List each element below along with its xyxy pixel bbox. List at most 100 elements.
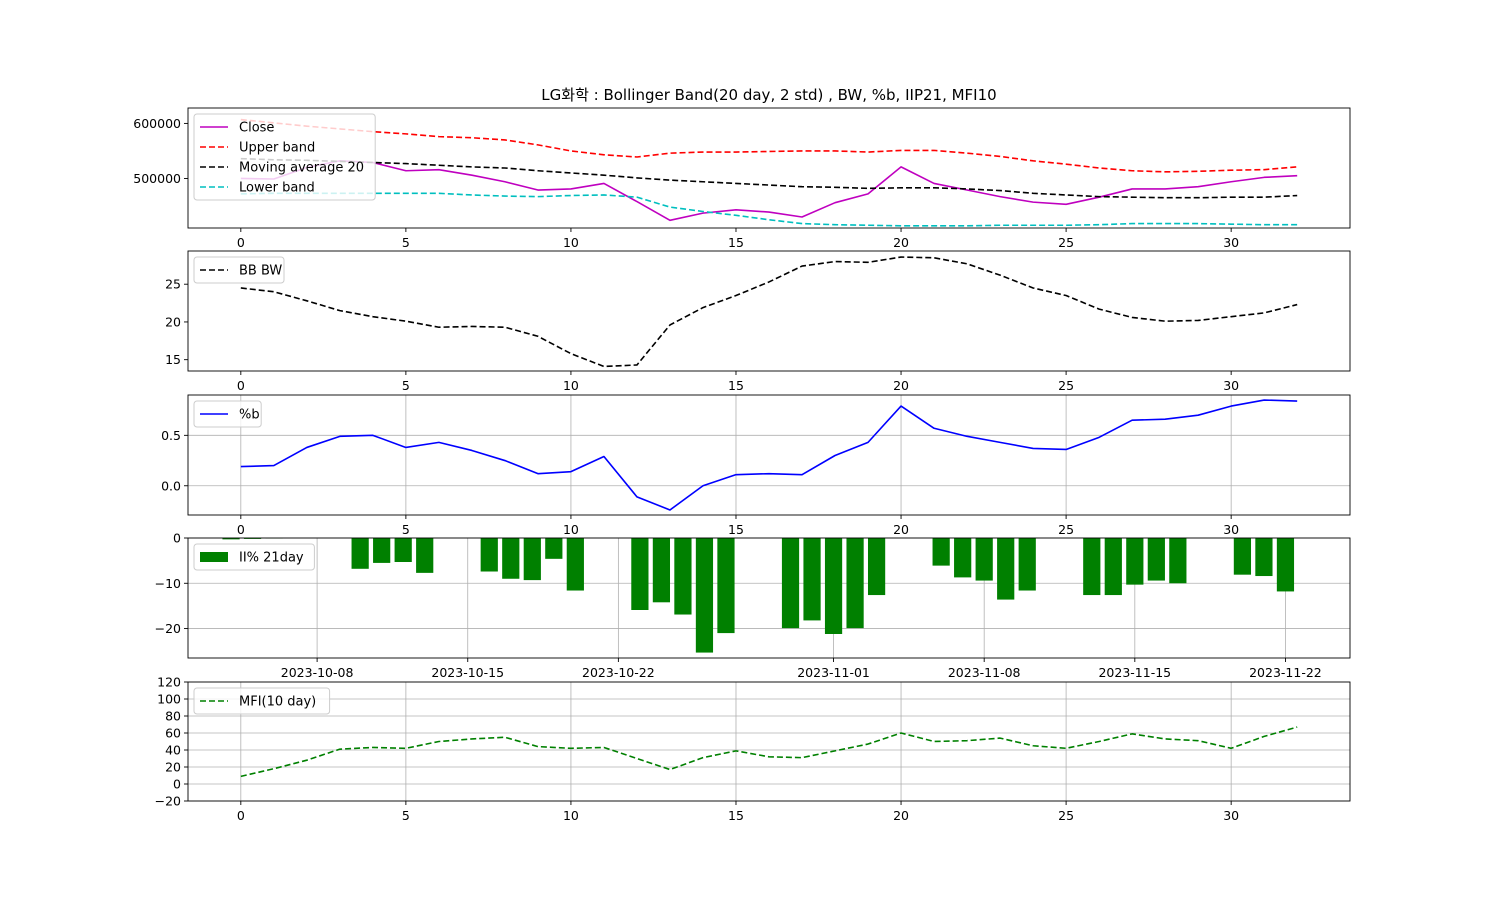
panel-bandwidth: 0 5 10 15 20 25 30 15 20 25 BB BW bbox=[165, 250, 1351, 393]
x-tick-label: 15 bbox=[728, 378, 744, 393]
series-layer bbox=[240, 118, 1298, 227]
panel-mfi: 0 5 10 15 20 25 30 −20 0 20 40 60 80 100 120 MFI(10 day… bbox=[155, 675, 1351, 823]
x-tick-label: 2023-10-08 bbox=[281, 665, 354, 680]
y-axis: 0.0 0.5 bbox=[161, 428, 188, 493]
series-line-mfi bbox=[240, 726, 1298, 778]
y-tick-label: 20 bbox=[165, 314, 181, 329]
y-tick-label: 25 bbox=[165, 277, 181, 292]
x-tick-label: 5 bbox=[402, 522, 410, 537]
x-tick-label: 2023-10-22 bbox=[582, 665, 655, 680]
x-tick-label: 30 bbox=[1223, 808, 1239, 823]
bar bbox=[1147, 538, 1165, 581]
series-layer bbox=[240, 399, 1298, 511]
x-tick-label: 0 bbox=[237, 235, 245, 250]
y-axis: 500000 600000 bbox=[133, 116, 188, 186]
x-tick-label: 5 bbox=[402, 378, 410, 393]
x-tick-label: 15 bbox=[728, 235, 744, 250]
bar bbox=[867, 538, 886, 596]
bar bbox=[997, 538, 1015, 600]
y-tick-label: 500000 bbox=[133, 171, 181, 186]
y-axis: −20 −10 0 bbox=[155, 531, 188, 636]
x-tick-label: 25 bbox=[1058, 235, 1074, 250]
legend: %b bbox=[193, 400, 262, 428]
y-tick-label: 60 bbox=[165, 726, 181, 741]
panel-percent_b: 0 5 10 15 20 25 30 0.0 0.5 %b bbox=[161, 394, 1351, 537]
bar bbox=[1018, 538, 1036, 591]
bar bbox=[1233, 538, 1252, 575]
bar bbox=[545, 538, 563, 559]
legend-frame bbox=[193, 113, 376, 201]
legend-label: BB BW bbox=[239, 264, 282, 279]
x-axis: 0 5 10 15 20 25 30 bbox=[237, 371, 1239, 393]
bar bbox=[243, 538, 262, 539]
y-tick-label: 20 bbox=[165, 760, 181, 775]
x-tick-label: 0 bbox=[237, 522, 245, 537]
bar bbox=[373, 538, 391, 563]
panel-price: 0 5 10 15 20 25 30 500000 600000 Close Upper band M… bbox=[133, 107, 1351, 250]
y-axis: 15 20 25 bbox=[165, 277, 188, 367]
y-tick-label: 40 bbox=[165, 743, 181, 758]
bar bbox=[932, 538, 950, 566]
bar bbox=[695, 538, 714, 653]
legend: BB BW bbox=[193, 256, 285, 284]
y-tick-label: 600000 bbox=[133, 116, 181, 131]
y-tick-label: −20 bbox=[155, 621, 181, 636]
x-tick-label: 2023-11-15 bbox=[1098, 665, 1171, 680]
y-tick-label: 0 bbox=[173, 531, 181, 546]
bar bbox=[631, 538, 649, 610]
y-axis: −20 0 20 40 60 80 100 120 bbox=[155, 675, 188, 809]
x-tick-label: 20 bbox=[893, 522, 909, 537]
x-tick-label: 30 bbox=[1223, 522, 1239, 537]
bar bbox=[523, 538, 541, 581]
grid-lines bbox=[188, 681, 1350, 802]
legend: Close Upper band Moving average 20 Lower ba… bbox=[193, 113, 376, 201]
chart-title: LG화학 : Bollinger Band(20 day, 2 std) , B… bbox=[541, 86, 996, 104]
bar bbox=[1126, 538, 1144, 585]
plot-frame bbox=[187, 107, 1351, 229]
x-tick-label: 10 bbox=[563, 522, 579, 537]
bar bbox=[975, 538, 993, 581]
x-tick-label: 20 bbox=[893, 808, 909, 823]
panel-iip21: 2023-10-08 2023-10-15 2023-10-22 2023-11-01… bbox=[155, 531, 1351, 680]
bar bbox=[1083, 538, 1101, 596]
bar bbox=[803, 538, 821, 621]
y-tick-label: 120 bbox=[157, 675, 181, 690]
legend-label: Lower band bbox=[239, 181, 315, 196]
x-tick-label: 15 bbox=[728, 522, 744, 537]
y-tick-label: 0.5 bbox=[161, 428, 181, 443]
x-tick-label: 30 bbox=[1223, 378, 1239, 393]
x-tick-label: 5 bbox=[402, 235, 410, 250]
bar bbox=[652, 538, 671, 603]
bar bbox=[824, 538, 843, 634]
bar bbox=[1104, 538, 1122, 596]
y-tick-label: 0.0 bbox=[161, 478, 181, 493]
x-tick-label: 25 bbox=[1058, 522, 1074, 537]
legend-label: Moving average 20 bbox=[239, 161, 364, 176]
x-tick-label: 20 bbox=[893, 235, 909, 250]
y-tick-label: 0 bbox=[173, 777, 181, 792]
bar bbox=[351, 538, 369, 569]
series-line-bw bbox=[240, 256, 1298, 368]
bar bbox=[566, 538, 584, 591]
x-tick-label: 10 bbox=[563, 235, 579, 250]
x-tick-label: 20 bbox=[893, 378, 909, 393]
y-tick-label: 80 bbox=[165, 709, 181, 724]
plot-frame bbox=[187, 537, 1351, 659]
x-axis: 0 5 10 15 20 25 30 bbox=[237, 801, 1239, 823]
x-tick-label: 15 bbox=[728, 808, 744, 823]
x-tick-label: 25 bbox=[1058, 378, 1074, 393]
series-line-lower bbox=[240, 192, 1298, 227]
bar bbox=[416, 538, 434, 573]
grid-lines bbox=[188, 395, 1350, 515]
legend-swatch bbox=[200, 552, 228, 562]
bar bbox=[781, 538, 800, 629]
series-line-upper bbox=[240, 118, 1298, 173]
legend-frame bbox=[193, 256, 285, 284]
bar bbox=[222, 538, 240, 540]
x-tick-label: 5 bbox=[402, 808, 410, 823]
plot-frame bbox=[187, 681, 1351, 802]
legend-frame bbox=[193, 687, 331, 715]
x-tick-label: 10 bbox=[563, 808, 579, 823]
series-layer bbox=[240, 726, 1298, 778]
